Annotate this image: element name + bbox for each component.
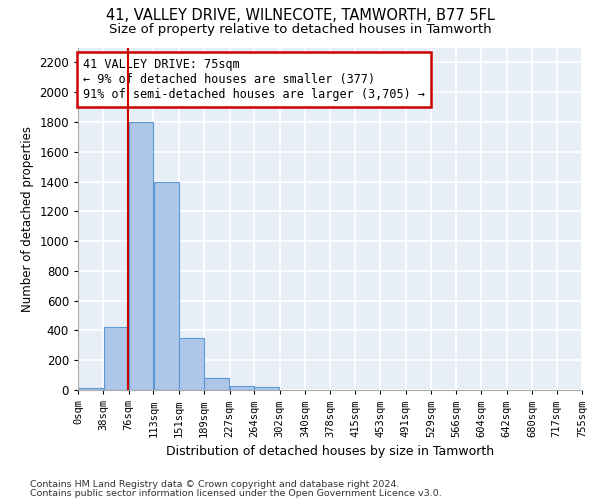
- Bar: [230, 386, 254, 390]
- Bar: [179, 338, 204, 390]
- Text: 41, VALLEY DRIVE, WILNECOTE, TAMWORTH, B77 5FL: 41, VALLEY DRIVE, WILNECOTE, TAMWORTH, B…: [106, 8, 494, 22]
- Bar: [254, 387, 280, 390]
- Text: 41 VALLEY DRIVE: 75sqm
← 9% of detached houses are smaller (377)
91% of semi-det: 41 VALLEY DRIVE: 75sqm ← 9% of detached …: [83, 58, 425, 101]
- Y-axis label: Number of detached properties: Number of detached properties: [20, 126, 34, 312]
- X-axis label: Distribution of detached houses by size in Tamworth: Distribution of detached houses by size …: [166, 445, 494, 458]
- Text: Contains HM Land Registry data © Crown copyright and database right 2024.: Contains HM Land Registry data © Crown c…: [30, 480, 400, 489]
- Bar: [78, 388, 103, 390]
- Text: Size of property relative to detached houses in Tamworth: Size of property relative to detached ho…: [109, 22, 491, 36]
- Bar: [104, 328, 128, 390]
- Text: Contains public sector information licensed under the Open Government Licence v3: Contains public sector information licen…: [30, 488, 442, 498]
- Bar: [129, 122, 153, 390]
- Bar: [154, 182, 179, 390]
- Bar: [205, 378, 229, 390]
